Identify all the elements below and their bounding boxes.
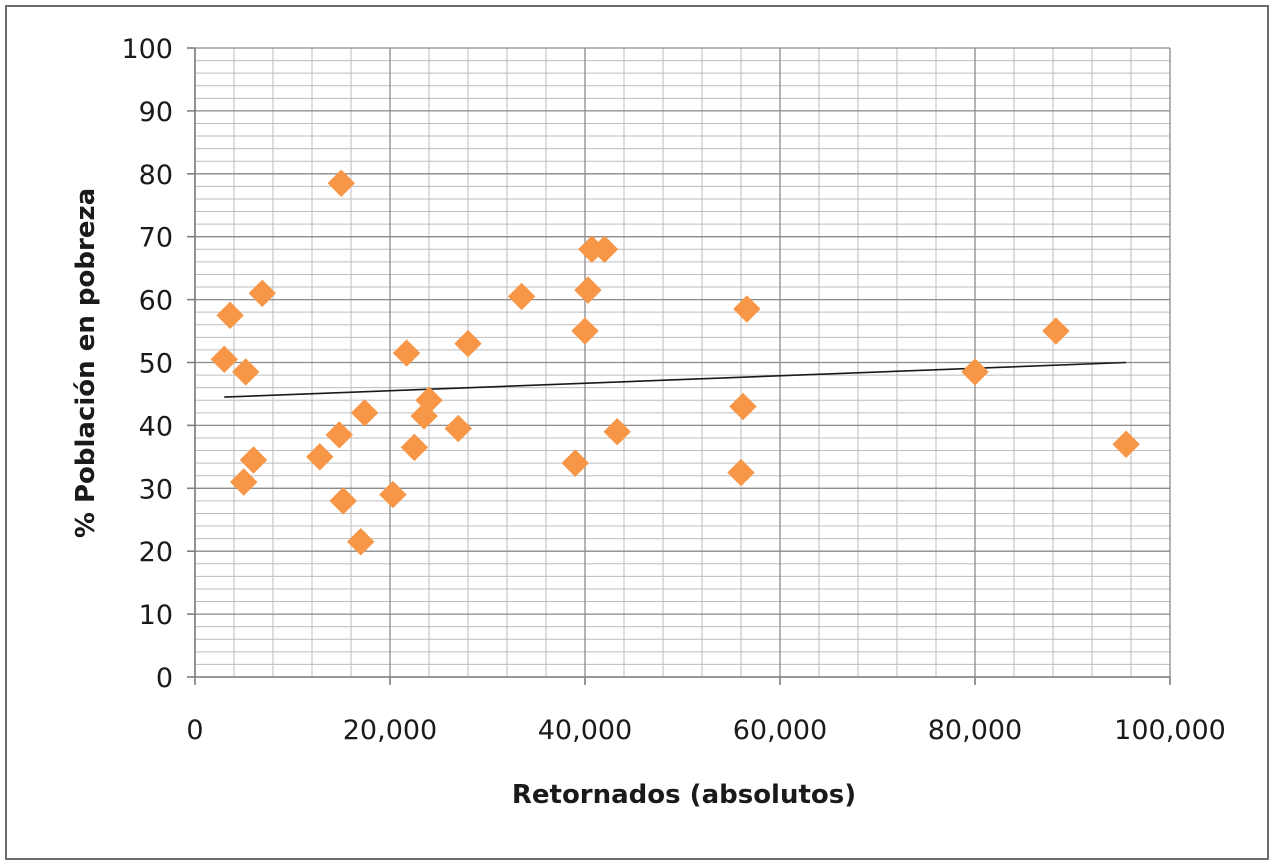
y-tick-label: 0 [156, 663, 173, 694]
data-point [727, 458, 755, 487]
y-tick-label: 40 [139, 411, 173, 442]
data-point [329, 487, 357, 515]
data-point [239, 446, 268, 474]
data-points [210, 169, 1140, 556]
y-tick-label: 10 [139, 600, 173, 631]
data-point [210, 345, 238, 374]
data-point [603, 417, 631, 446]
data-point [444, 414, 472, 443]
y-axis-title: % Población en pobreza [71, 188, 101, 538]
axes [187, 47, 1171, 685]
data-point [400, 433, 429, 462]
trendline [224, 361, 1127, 398]
x-tick-label: 80,000 [928, 715, 1022, 746]
x-axis-title: Retornados (absolutos) [512, 780, 856, 810]
y-tick-label: 80 [139, 160, 173, 191]
data-point [571, 317, 599, 345]
data-point [248, 279, 276, 308]
data-point [507, 282, 536, 311]
data-point [306, 443, 334, 471]
x-axis-tick-labels: 0 20,000 40,000 60,000 80,000 100,000 [186, 715, 1225, 746]
data-point [729, 392, 757, 421]
x-tick-label: 40,000 [538, 715, 632, 746]
data-point [392, 339, 421, 367]
trendline-layer [224, 361, 1127, 398]
data-point [231, 358, 260, 386]
data-point [327, 169, 355, 197]
data-point [1112, 430, 1140, 458]
data-point [574, 276, 602, 304]
x-tick-label: 60,000 [733, 715, 827, 746]
x-tick-label: 20,000 [343, 715, 437, 746]
y-tick-label: 30 [139, 474, 173, 505]
data-point [325, 421, 354, 449]
data-point [561, 449, 589, 477]
x-tick-label: 0 [186, 715, 203, 746]
y-tick-label: 60 [139, 286, 173, 317]
x-tick-label: 100,000 [1114, 715, 1226, 746]
y-tick-label: 20 [139, 537, 173, 568]
y-tick-label: 70 [139, 223, 173, 254]
y-tick-label: 100 [121, 34, 173, 65]
major-gridlines [194, 47, 1171, 678]
data-point [590, 235, 619, 263]
data-point [230, 468, 258, 496]
data-point [216, 301, 244, 330]
y-axis-tick-labels: 0 10 20 30 40 50 60 70 80 90 100 [121, 34, 173, 694]
data-point [733, 295, 761, 323]
data-point [350, 399, 379, 427]
chart-frame [5, 5, 1269, 860]
data-point [454, 329, 482, 358]
data-point [347, 528, 375, 556]
y-tick-label: 90 [139, 97, 173, 128]
data-point [379, 480, 407, 509]
data-point [961, 358, 989, 386]
data-point [415, 386, 443, 414]
y-tick-label: 50 [139, 349, 173, 380]
data-point [1042, 317, 1070, 345]
